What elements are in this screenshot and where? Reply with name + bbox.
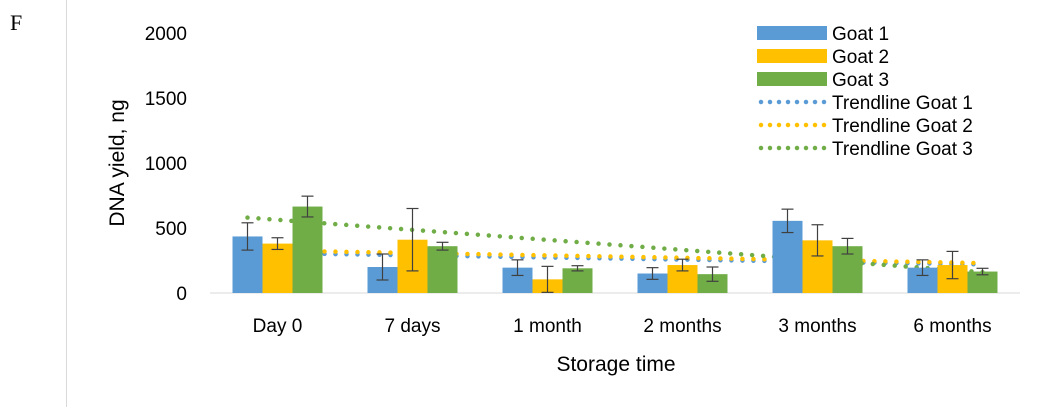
legend-label: Goat 2 bbox=[832, 47, 889, 68]
trendline bbox=[245, 250, 985, 267]
legend-label: Goat 1 bbox=[832, 24, 889, 45]
figure-border bbox=[66, 0, 67, 407]
axes: 0 500 1000 1500 2000 Day 0 7 days 1 month 2 mont… bbox=[145, 24, 1020, 337]
legend-label: Goat 3 bbox=[832, 70, 889, 91]
bar bbox=[262, 243, 293, 293]
legend-swatch bbox=[757, 26, 827, 40]
y-axis-title: DNA yield, ng bbox=[106, 99, 129, 226]
y-tick-label: 0 bbox=[176, 284, 187, 305]
error-bars bbox=[241, 195, 989, 293]
bar bbox=[697, 274, 728, 293]
legend-label: Trendline Goat 3 bbox=[832, 139, 973, 160]
x-tick-label: 2 months bbox=[643, 316, 721, 337]
trendline bbox=[245, 247, 985, 266]
x-tick-label: 3 months bbox=[778, 316, 856, 337]
trendlines bbox=[245, 215, 985, 275]
bar bbox=[967, 271, 998, 293]
y-tick-label: 500 bbox=[155, 219, 187, 240]
x-axis-title: Storage time bbox=[556, 353, 675, 376]
trendline bbox=[245, 215, 985, 275]
bar bbox=[562, 268, 593, 293]
x-tick-label: Day 0 bbox=[253, 316, 303, 337]
panel-label: F bbox=[10, 10, 23, 35]
x-tick-label: 1 month bbox=[513, 316, 582, 337]
legend-swatch bbox=[757, 72, 827, 86]
legend-label: Trendline Goat 2 bbox=[832, 116, 973, 137]
y-tick-label: 2000 bbox=[145, 24, 187, 45]
bar bbox=[427, 246, 458, 293]
x-tick-label: 6 months bbox=[913, 316, 991, 337]
y-tick-label: 1000 bbox=[145, 154, 187, 175]
x-tick-label: 7 days bbox=[385, 316, 441, 337]
y-tick-label: 1500 bbox=[145, 89, 187, 110]
bar bbox=[637, 273, 668, 293]
legend-swatch bbox=[757, 49, 827, 63]
legend-label: Trendline Goat 1 bbox=[832, 93, 973, 114]
bar bbox=[292, 206, 323, 293]
